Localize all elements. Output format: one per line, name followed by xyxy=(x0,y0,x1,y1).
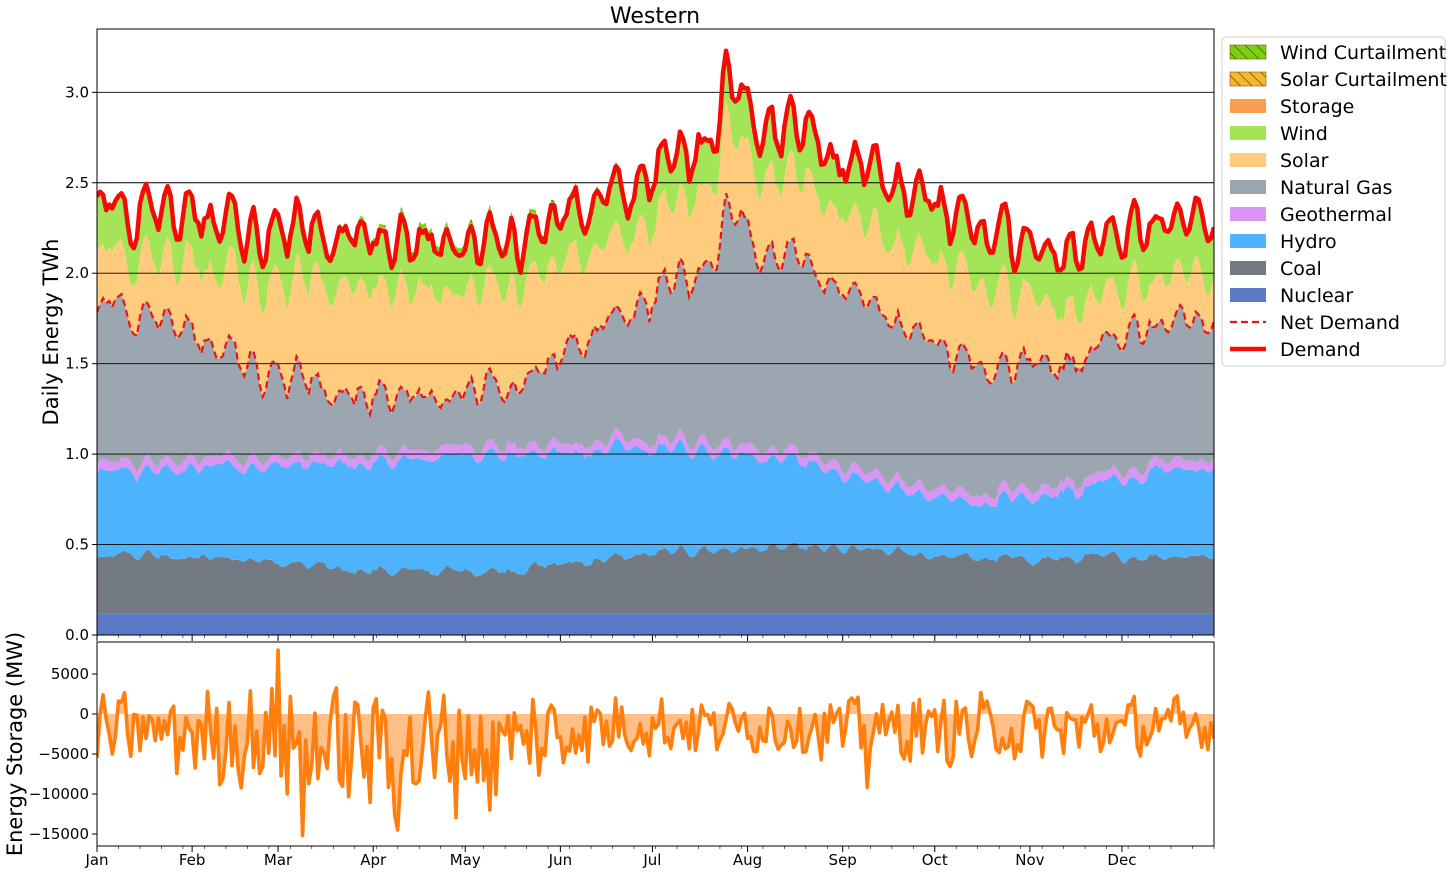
bottom-x-ticks: Jan Feb Mar Apr May Jun Jul Aug Sep Oct Nov Dec xyxy=(84,846,1215,869)
legend-swatch-solar xyxy=(1230,153,1266,167)
stacked-areas xyxy=(97,49,1214,635)
top-x-ticks xyxy=(96,635,1215,641)
x-tick-label: Aug xyxy=(733,851,762,869)
legend-label-wind: Wind xyxy=(1280,123,1328,145)
legend-label-demand: Demand xyxy=(1280,339,1361,361)
legend-label-natural-gas: Natural Gas xyxy=(1280,177,1392,199)
legend: Wind Curtailment Solar Curtailment Storage… xyxy=(1221,36,1447,367)
x-tick-label: Nov xyxy=(1015,851,1044,869)
legend-swatch-natural-gas xyxy=(1230,180,1266,194)
legend-label-solar-curtailment: Solar Curtailment xyxy=(1280,69,1447,91)
y-tick-label: 2.0 xyxy=(65,264,89,282)
top-y-ticks: 0.0 0.5 1.0 1.5 2.0 2.5 3.0 xyxy=(65,83,97,644)
x-tick-label: Jul xyxy=(642,851,661,869)
legend-label-storage: Storage xyxy=(1280,96,1354,118)
legend-swatch-wind xyxy=(1230,126,1266,140)
legend-label-net-demand: Net Demand xyxy=(1280,312,1400,334)
legend-swatch-wind-curtailment xyxy=(1229,44,1267,60)
y-tick-label: 5000 xyxy=(51,665,89,683)
chart-title: Western xyxy=(610,4,700,29)
legend-swatch-hydro xyxy=(1230,234,1266,248)
y-tick-label: 3.0 xyxy=(65,83,89,101)
legend-swatch-coal xyxy=(1230,261,1266,275)
area-natural-gas xyxy=(97,193,1214,500)
x-tick-label: Dec xyxy=(1107,851,1136,869)
storage-series xyxy=(97,648,1214,838)
legend-box xyxy=(1221,36,1446,367)
x-tick-label: May xyxy=(450,851,481,869)
y-tick-label: 1.5 xyxy=(65,355,89,373)
demand-lines xyxy=(97,48,1214,419)
storage-line xyxy=(97,648,1214,838)
x-tick-label: Sep xyxy=(829,851,857,869)
bottom-y-ticks: 5000 0 −5000 −10000 −15000 xyxy=(29,665,97,843)
legend-label-wind-curtailment: Wind Curtailment xyxy=(1280,42,1446,64)
y-tick-label: 1.0 xyxy=(65,445,89,463)
x-tick-label: Apr xyxy=(360,851,387,869)
area-nuclear xyxy=(97,613,1214,635)
y-tick-label: 0.5 xyxy=(65,536,89,554)
area-hydro xyxy=(97,437,1214,577)
x-tick-label: Jun xyxy=(548,851,572,869)
legend-label-geothermal: Geothermal xyxy=(1280,204,1392,226)
y-tick-label: −5000 xyxy=(38,745,89,763)
area-coal xyxy=(97,542,1214,614)
x-tick-label: Oct xyxy=(922,851,948,869)
x-tick-label: Jan xyxy=(84,851,108,869)
legend-label-solar: Solar xyxy=(1280,150,1329,172)
legend-label-hydro: Hydro xyxy=(1280,231,1337,253)
demand-line xyxy=(97,48,1214,275)
y-tick-label: 0 xyxy=(79,705,89,723)
y-tick-label: 0.0 xyxy=(65,626,89,644)
area-solar xyxy=(97,98,1214,415)
energy-stack-panel: 0.0 0.5 1.0 1.5 2.0 2.5 3.0 Daily Energy TWh xyxy=(39,28,1215,644)
net-demand-line xyxy=(97,192,1214,419)
storage-panel: 5000 0 −5000 −10000 −15000 Jan Feb Mar Apr May Ju… xyxy=(3,632,1215,869)
y-tick-label: −15000 xyxy=(29,825,89,843)
legend-label-coal: Coal xyxy=(1280,258,1322,280)
legend-swatch-storage xyxy=(1230,99,1266,113)
top-y-axis-label: Daily Energy TWh xyxy=(39,239,63,426)
legend-label-nuclear: Nuclear xyxy=(1280,285,1353,307)
y-tick-label: 2.5 xyxy=(65,174,89,192)
x-tick-label: Mar xyxy=(264,851,293,869)
legend-swatch-geothermal xyxy=(1230,207,1266,221)
x-tick-label: Feb xyxy=(179,851,206,869)
legend-swatch-solar-curtailment xyxy=(1229,71,1267,87)
y-tick-label: −10000 xyxy=(29,785,89,803)
bottom-y-axis-label: Energy Storage (MW) xyxy=(3,632,27,856)
storage-fill xyxy=(97,650,1214,836)
legend-swatch-nuclear xyxy=(1230,288,1266,302)
